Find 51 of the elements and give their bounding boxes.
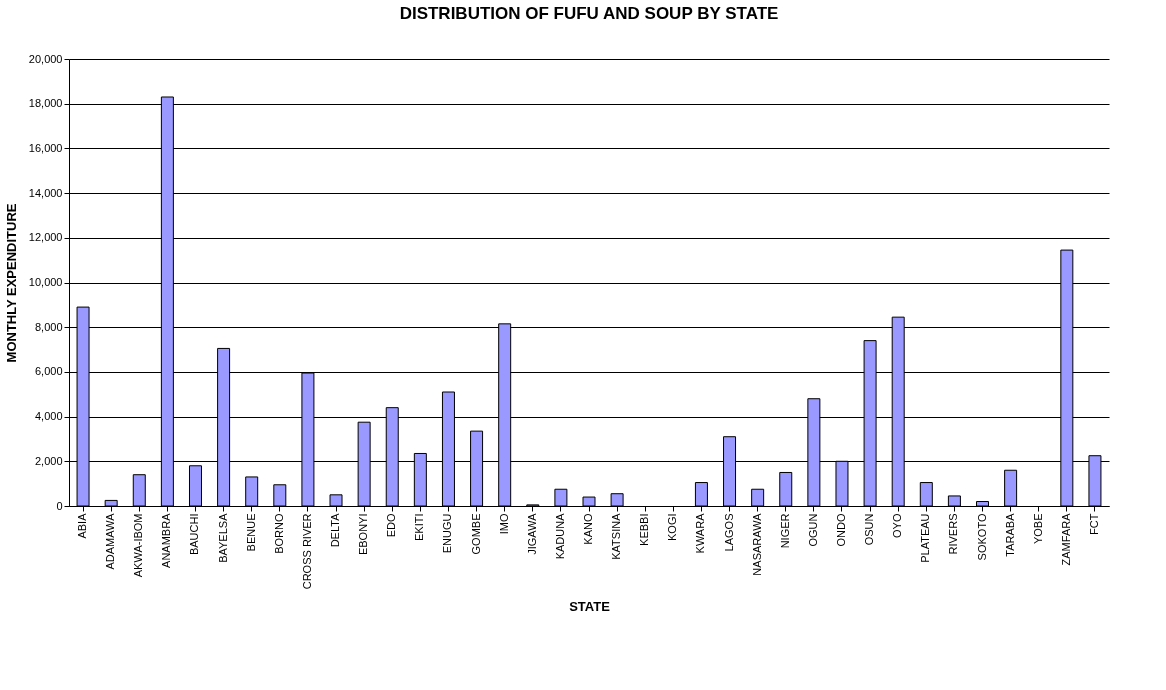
x-tick-label: LAGOS [722, 513, 735, 552]
x-tick-label: RIVERS [947, 513, 960, 555]
chart-title: DISTRIBUTION OF FUFU AND SOUP BY STATE [399, 4, 779, 23]
y-tick-label: 6,000 [34, 365, 63, 378]
x-tick-label: DELTA [329, 512, 342, 548]
x-tick-label: ENUGU [441, 513, 454, 554]
x-tick-label: IMO [497, 513, 510, 535]
x-tick-label: KADUNA [553, 512, 566, 560]
x-tick-label: KOGI [666, 513, 679, 542]
y-tick-label: 16,000 [28, 141, 63, 154]
x-tick-label: NIGER [778, 513, 791, 549]
x-tick-label: BORNO [272, 513, 285, 554]
x-tick-label: ANAMBRA [160, 512, 173, 568]
y-tick-label: 20,000 [28, 52, 63, 65]
x-tick-label: ZAMFARA [1059, 512, 1072, 566]
y-tick-label: 4,000 [34, 410, 63, 423]
x-tick-label: BAUCHI [188, 513, 201, 556]
x-tick-label: FCT [1087, 513, 1100, 535]
y-tick-label: 2,000 [34, 454, 63, 467]
x-tick-label: YOBE [1031, 513, 1044, 545]
x-tick-label: TARABA [1003, 512, 1016, 557]
x-tick-label: ABIA [76, 512, 89, 539]
x-tick-label: AKWA-IBOM [132, 513, 145, 578]
x-tick-label: CROSS RIVER [300, 513, 313, 590]
y-tick-label: 12,000 [28, 231, 63, 244]
x-tick-label: ADAMAWA [104, 512, 117, 570]
y-tick-label: 18,000 [28, 97, 63, 110]
x-axis-title: STATE [569, 599, 611, 615]
x-tick-label: ONDO [834, 513, 847, 547]
x-tick-label: KANO [582, 513, 594, 545]
x-tick-label: KATSINA [610, 512, 623, 560]
y-axis-title: MONTHLY EXPENDITURE [3, 203, 19, 363]
x-tick-label: EKITI [413, 513, 426, 542]
x-tick-label: EBONYI [357, 513, 370, 556]
y-tick-label: 10,000 [28, 276, 63, 288]
x-tick-label: JIGAWA [525, 512, 538, 555]
x-tick-label: SOKOTO [975, 513, 988, 561]
x-tick-label: NASARAWA [750, 512, 763, 576]
x-tick-label: BENUE [244, 513, 257, 552]
y-tick-label: 0 [56, 499, 63, 512]
x-tick-label: OYO [891, 513, 904, 538]
y-tick-label: 14,000 [28, 186, 63, 199]
x-tick-label: OSUN [863, 513, 876, 546]
x-tick-label: KWARA [694, 512, 707, 554]
y-tick-label: 8,000 [34, 320, 63, 333]
x-tick-label: OGUN [806, 513, 819, 547]
x-tick-label: BAYELSA [216, 512, 229, 563]
x-tick-label: GOMBE [469, 513, 482, 555]
x-tick-label: KEBBI [638, 513, 651, 546]
x-tick-label: PLATEAU [919, 513, 932, 563]
x-tick-label: EDO [385, 513, 398, 538]
